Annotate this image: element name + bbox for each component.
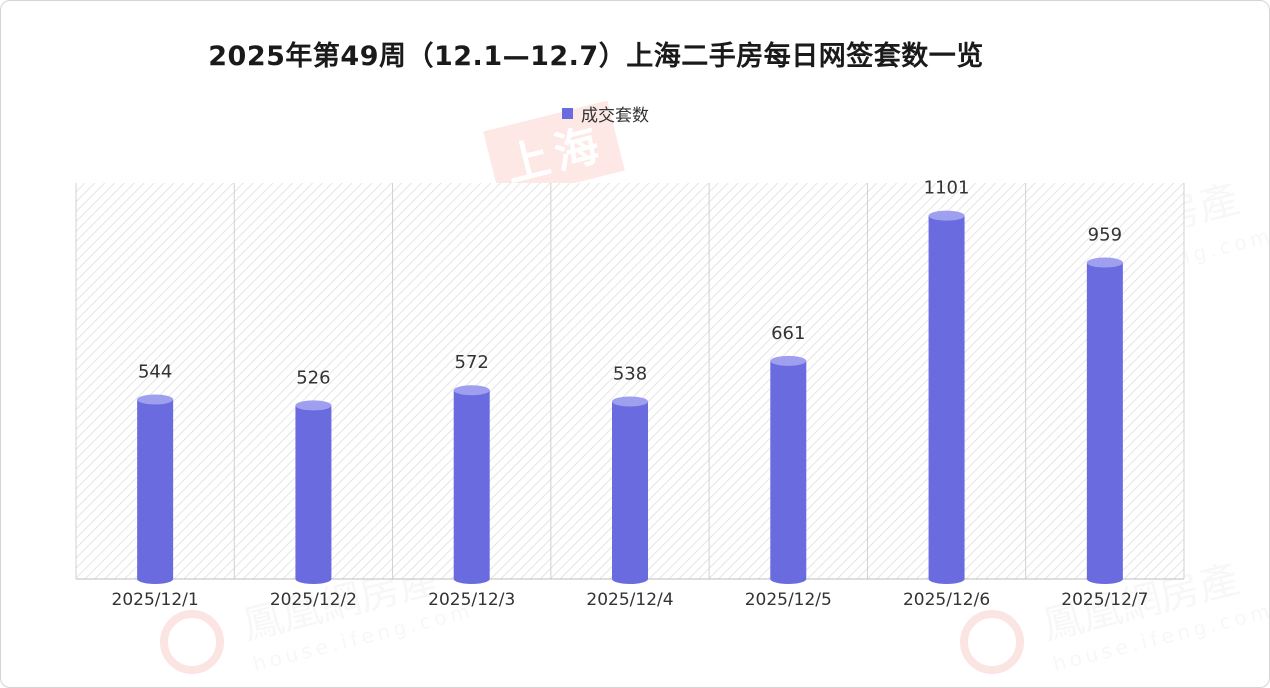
legend-label: 成交套数 — [581, 106, 649, 126]
bar-body — [137, 399, 174, 579]
bar-body — [928, 215, 965, 580]
data-label: 959 — [1088, 225, 1122, 246]
bar-2025/12/6 — [928, 210, 965, 584]
x-tick-label: 2025/12/1 — [112, 590, 199, 610]
bar-body — [453, 390, 490, 579]
bar-2025/12/2 — [295, 400, 332, 584]
x-tick-label: 2025/12/5 — [745, 590, 832, 610]
legend-swatch — [562, 108, 573, 119]
bar-2025/12/7 — [1086, 257, 1123, 584]
data-label: 526 — [296, 367, 330, 388]
bar-base — [928, 574, 965, 584]
bar-body — [1086, 262, 1123, 579]
bar-2025/12/1 — [137, 394, 174, 584]
bar-body — [612, 401, 648, 579]
x-tick-label: 2025/12/7 — [1061, 590, 1148, 610]
data-label: 661 — [771, 323, 805, 344]
bar-cap — [137, 394, 174, 405]
x-tick-label: 2025/12/3 — [428, 590, 515, 610]
legend: 成交套数 — [562, 101, 649, 126]
bar-base — [295, 574, 332, 584]
bar-cap — [453, 385, 490, 396]
data-label: 1101 — [924, 178, 970, 199]
bar-body — [295, 405, 332, 579]
bar-cap — [295, 400, 332, 411]
chart-title: 2025年第49周（12.1—12.7）上海二手房每日网签套数一览 — [208, 41, 984, 72]
x-tick-label: 2025/12/2 — [270, 590, 357, 610]
bar-cap — [612, 396, 648, 407]
x-tick-label: 2025/12/4 — [586, 590, 673, 610]
bar-body — [770, 360, 807, 579]
bar-base — [1086, 574, 1123, 584]
bar-base — [770, 574, 807, 584]
bar-base — [453, 574, 490, 584]
data-label: 538 — [613, 363, 647, 384]
bar-base — [612, 574, 648, 584]
data-label: 572 — [455, 352, 489, 373]
bar-2025/12/3 — [453, 385, 490, 584]
bar-cap — [928, 210, 965, 221]
bar-cap — [1086, 257, 1123, 268]
bar-2025/12/4 — [612, 396, 648, 584]
data-label: 544 — [138, 361, 172, 382]
x-tick-label: 2025/12/6 — [903, 590, 990, 610]
bar-base — [137, 574, 174, 584]
bar-cap — [770, 355, 807, 366]
bar-2025/12/5 — [770, 355, 807, 584]
